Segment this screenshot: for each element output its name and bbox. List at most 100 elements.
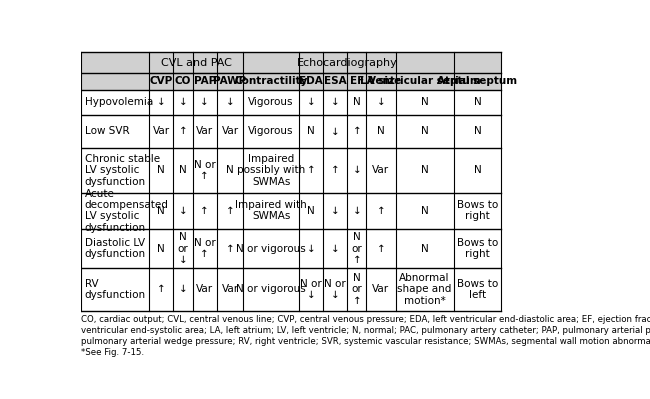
Text: ESA: ESA (324, 76, 346, 86)
Bar (367, 89, 396, 115)
Text: Atrial septum: Atrial septum (437, 76, 517, 86)
Bar (216, 115, 244, 148)
Bar (347, 192, 367, 229)
Text: ↓: ↓ (157, 97, 166, 107)
Text: Impaired
possibly with
SWMAs: Impaired possibly with SWMAs (237, 154, 306, 187)
Bar (323, 73, 347, 89)
Bar (347, 53, 367, 73)
Bar (192, 269, 216, 310)
Bar (299, 89, 323, 115)
Bar (347, 115, 367, 148)
Bar (192, 192, 216, 229)
Bar (174, 53, 192, 73)
Text: N
or
↑: N or ↑ (352, 233, 362, 265)
Bar (81, 53, 150, 73)
Bar (454, 73, 501, 89)
Text: ↑: ↑ (200, 206, 209, 216)
Text: CVL and PAC: CVL and PAC (161, 58, 232, 68)
Text: Diastolic LV
dysfunction: Diastolic LV dysfunction (84, 238, 146, 259)
Bar (81, 89, 150, 115)
Text: N: N (157, 244, 165, 254)
Bar (396, 53, 454, 73)
Bar (216, 89, 244, 115)
Text: Var: Var (196, 284, 213, 294)
Bar (396, 192, 454, 229)
Bar (192, 89, 216, 115)
Text: EF: EF (350, 76, 364, 86)
Bar (192, 115, 216, 148)
Text: ↓: ↓ (376, 97, 385, 107)
Bar (367, 148, 396, 192)
Text: Var: Var (153, 126, 170, 136)
Text: CO: CO (175, 76, 191, 86)
Text: Ventricular septum: Ventricular septum (368, 76, 481, 86)
Bar (299, 229, 323, 269)
Bar (367, 73, 396, 89)
Text: CVP: CVP (150, 76, 173, 86)
Text: RV
dysfunction: RV dysfunction (84, 279, 146, 300)
Bar (244, 148, 299, 192)
Text: EDA: EDA (299, 76, 323, 86)
Bar (454, 89, 501, 115)
Text: ↑: ↑ (352, 126, 361, 136)
Bar (174, 89, 192, 115)
Text: ↓: ↓ (331, 206, 339, 216)
Bar (150, 115, 174, 148)
Bar (192, 148, 216, 192)
Bar (323, 192, 347, 229)
Bar (299, 148, 323, 192)
Bar (396, 73, 454, 89)
Text: Bows to
right: Bows to right (457, 238, 498, 259)
Bar (299, 192, 323, 229)
Text: N or vigorous: N or vigorous (237, 284, 306, 294)
Bar (150, 148, 174, 192)
Bar (216, 192, 244, 229)
Text: ↑: ↑ (376, 244, 385, 254)
Text: N: N (421, 206, 428, 216)
Bar (216, 53, 244, 73)
Text: Echocardiography: Echocardiography (297, 58, 398, 68)
Text: Var: Var (196, 126, 213, 136)
Bar (192, 53, 216, 73)
Text: Vigorous: Vigorous (248, 126, 294, 136)
Text: N: N (307, 126, 315, 136)
Bar (150, 192, 174, 229)
Bar (81, 229, 150, 269)
Bar (174, 73, 192, 89)
Bar (192, 229, 216, 269)
Text: Contractility: Contractility (235, 76, 308, 86)
Text: CO, cardiac output; CVL, central venous line; CVP, central venous pressure; EDA,: CO, cardiac output; CVL, central venous … (81, 314, 650, 357)
Text: PAP: PAP (194, 76, 216, 86)
Bar (323, 53, 347, 73)
Text: N: N (353, 97, 361, 107)
Bar (81, 73, 150, 89)
Bar (347, 148, 367, 192)
Bar (396, 229, 454, 269)
Bar (347, 229, 367, 269)
Bar (347, 269, 367, 310)
Text: Var: Var (372, 166, 389, 176)
Text: N: N (179, 166, 187, 176)
Bar (299, 269, 323, 310)
Text: Chronic stable
LV systolic
dysfunction: Chronic stable LV systolic dysfunction (84, 154, 160, 187)
Bar (244, 89, 299, 115)
Bar (216, 229, 244, 269)
Text: ↓: ↓ (179, 284, 187, 294)
Bar (367, 115, 396, 148)
Text: N: N (377, 126, 385, 136)
Text: ↓: ↓ (226, 97, 235, 107)
Bar (347, 89, 367, 115)
Bar (150, 89, 174, 115)
Text: Var: Var (222, 126, 239, 136)
Bar (299, 73, 323, 89)
Text: N or
↑: N or ↑ (194, 238, 216, 259)
Text: ↓: ↓ (331, 126, 339, 136)
Bar (367, 269, 396, 310)
Text: N: N (474, 126, 481, 136)
Bar (244, 269, 299, 310)
Bar (244, 115, 299, 148)
Bar (244, 229, 299, 269)
Text: ↓: ↓ (200, 97, 209, 107)
Text: ↓: ↓ (307, 97, 315, 107)
Bar (323, 115, 347, 148)
